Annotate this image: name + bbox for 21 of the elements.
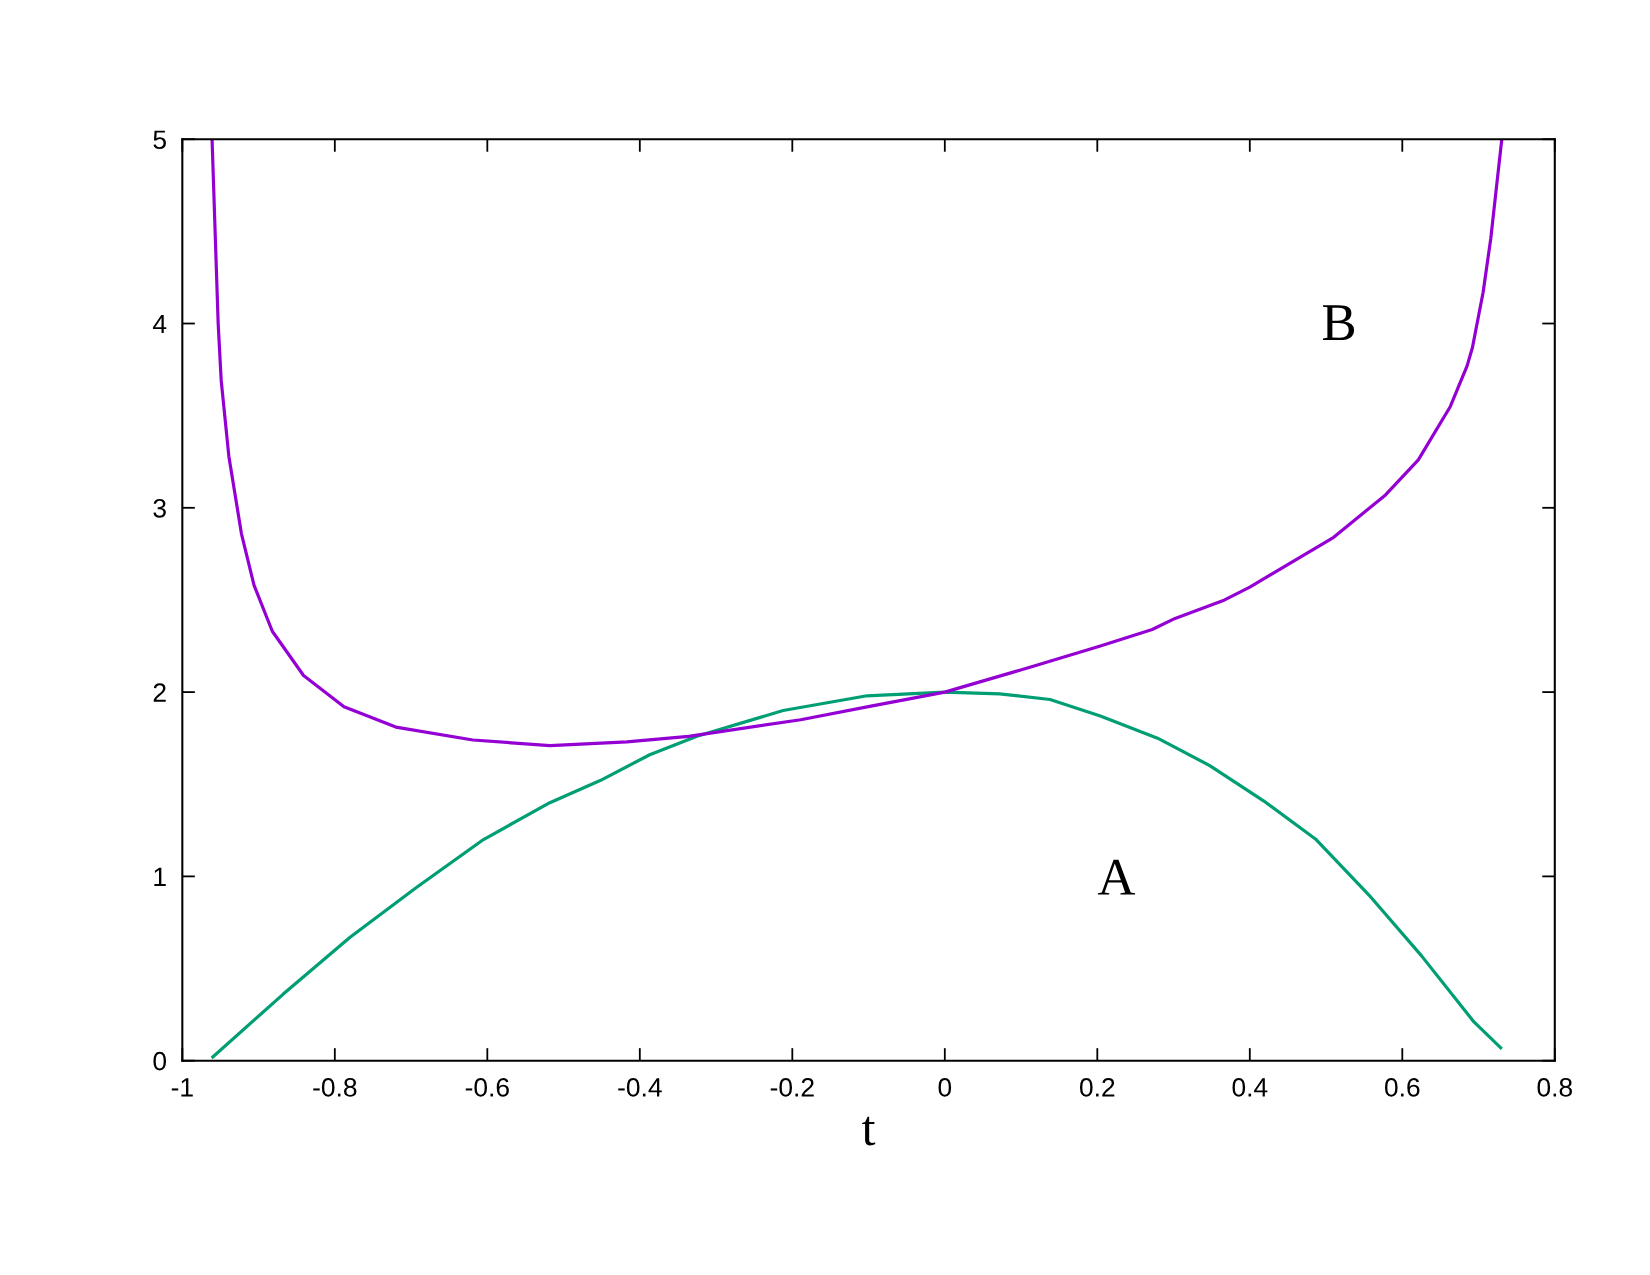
x-axis-title: t — [862, 1116, 876, 1146]
y-tick-label: 3 — [153, 498, 166, 518]
text: B — [1322, 305, 1355, 341]
x-tick-label: -0.8 — [313, 1078, 357, 1097]
y-tick-label: 1 — [154, 867, 166, 886]
x-tick-label: 0.8 — [1537, 1078, 1572, 1097]
x-tick-label: -0.2 — [770, 1078, 814, 1097]
x-tick-label: -1 — [171, 1078, 193, 1097]
x-tick-label: 0.6 — [1384, 1078, 1420, 1097]
y-tick-label: 0 — [153, 1051, 167, 1071]
text: A — [1097, 859, 1136, 895]
x-tick-label: -0.6 — [465, 1078, 509, 1097]
y-tick-label: 4 — [152, 314, 167, 334]
x-tick-label: 0 — [938, 1078, 952, 1097]
line-series — [210, 139, 1504, 748]
x-tick-label: 0.4 — [1232, 1078, 1268, 1097]
line-series — [211, 690, 1503, 1059]
x-tick-label: -0.4 — [618, 1078, 662, 1097]
y-tick-label: 5 — [153, 130, 166, 150]
y-tick-label: 2 — [153, 683, 166, 702]
x-tick-label: 0.2 — [1080, 1078, 1115, 1097]
